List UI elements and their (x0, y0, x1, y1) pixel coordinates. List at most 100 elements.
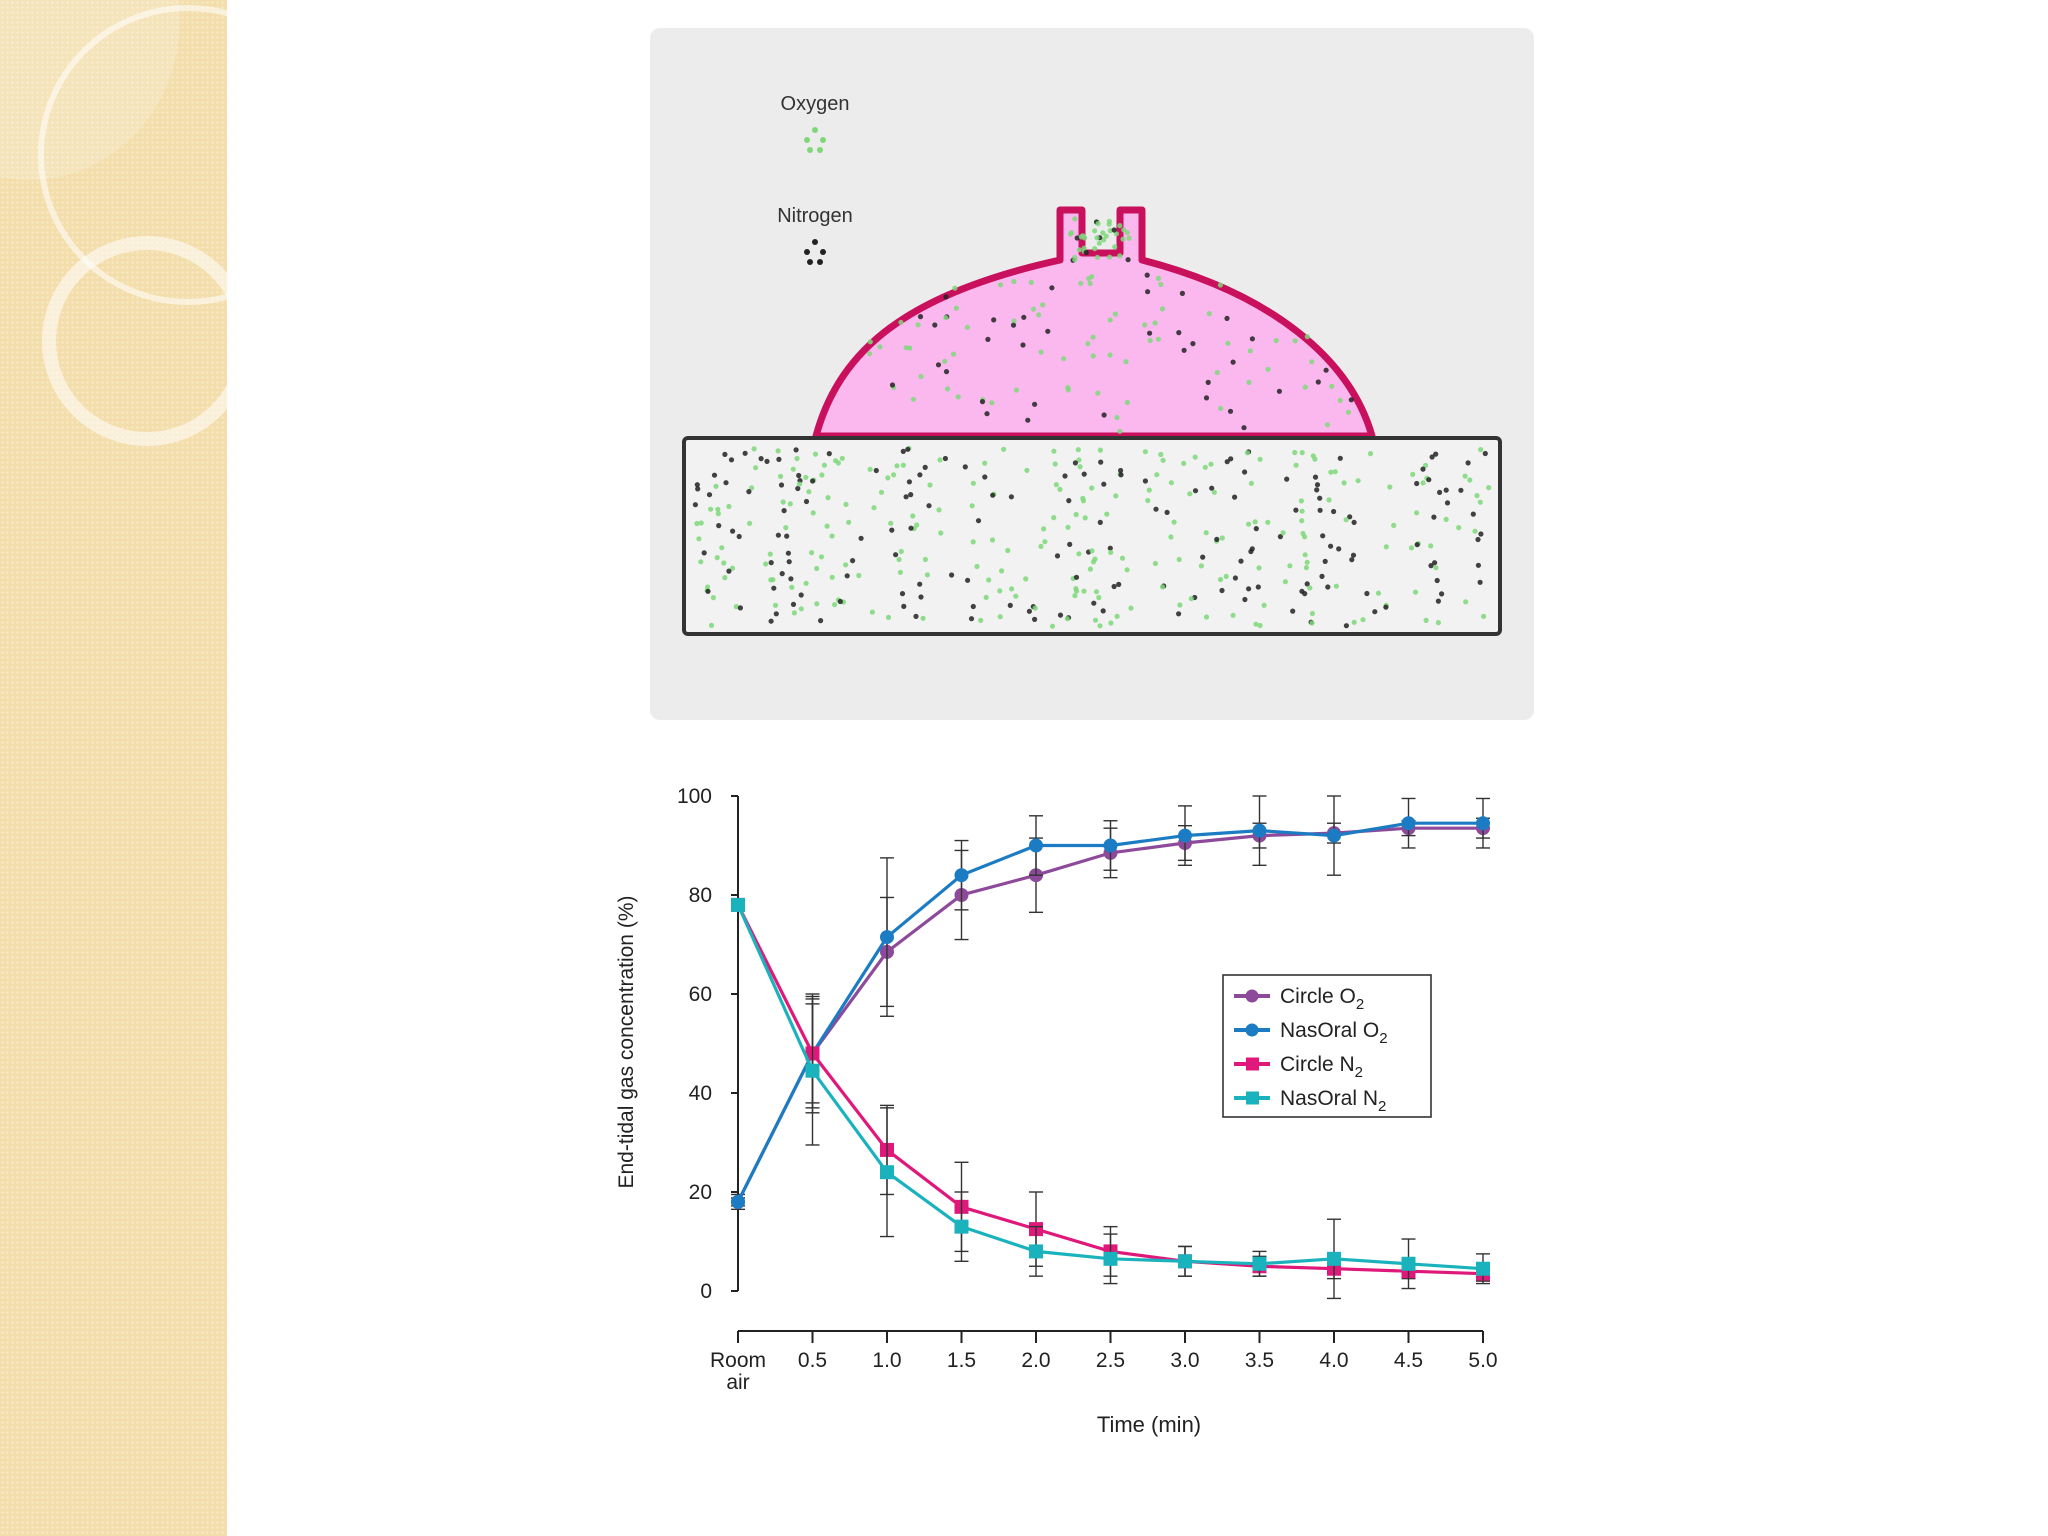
oxygen-particle (1092, 556, 1098, 562)
nitrogen-particle (900, 448, 906, 454)
oxygen-particle (1159, 306, 1165, 312)
nitrogen-particle (768, 618, 774, 624)
oxygen-particle (1114, 414, 1120, 421)
oxygen-particle (1351, 619, 1357, 625)
oxygen-particle (1261, 602, 1267, 608)
oxygen-particle (900, 462, 906, 468)
nitrogen-particle (943, 294, 949, 300)
oxygen-particle (922, 556, 928, 563)
oxygen-particle (1198, 563, 1204, 569)
nitrogen-particle (858, 535, 864, 541)
nitrogen-particle (758, 456, 764, 462)
oxygen-particle (1256, 565, 1262, 571)
oxygen-particle (1158, 281, 1164, 287)
oxygen-particle (1244, 450, 1250, 456)
nitrogen-particle (1465, 460, 1471, 466)
nitrogen-particle (1214, 536, 1220, 542)
oxygen-particle (898, 548, 904, 555)
mask-dome (812, 206, 1376, 440)
nitrogen-particle (917, 581, 923, 587)
oxygen-particle (1011, 318, 1017, 324)
oxygen-particle (843, 562, 849, 568)
oxygen-particle (891, 472, 897, 478)
nitrogen-particle (1228, 456, 1234, 462)
oxygen-dot (807, 147, 813, 153)
oxygen-particle (1391, 522, 1397, 528)
oxygen-particle (726, 503, 732, 510)
oxygen-particle (1072, 593, 1078, 599)
nitrogen-particle (1304, 581, 1310, 587)
nitrogen-particle (1054, 553, 1061, 559)
nitrogen-particle (1153, 506, 1159, 512)
oxygen-particle (867, 466, 873, 472)
oxygen-particle (936, 507, 942, 513)
nitrogen-particle (1032, 616, 1038, 623)
oxygen-particle (1341, 480, 1347, 486)
nitrogen-particle (1200, 554, 1206, 560)
nitrogen-particle (1322, 558, 1328, 565)
oxygen-particle (903, 345, 909, 351)
data-point (1327, 828, 1341, 843)
oxygen-particle (1478, 447, 1484, 453)
nitrogen-particle (826, 451, 832, 457)
oxygen-particle (789, 584, 795, 590)
nitrogen-particle (903, 494, 909, 500)
decorative-sidebar (0, 0, 227, 1536)
oxygen-particle (1246, 521, 1252, 527)
oxygen-particle (1257, 456, 1263, 462)
oxygen-particle (803, 580, 809, 586)
nitrogen-particle (837, 598, 843, 605)
oxygen-particle (999, 568, 1005, 574)
data-point (1476, 1261, 1490, 1276)
y-tick-label: 60 (689, 983, 712, 1006)
nitrogen-particle (901, 603, 907, 610)
nitrogen-particle (1072, 460, 1078, 466)
oxygen-particle (1086, 276, 1092, 282)
legend-swatch-marker (1245, 1023, 1259, 1037)
nitrogen-particle (1349, 557, 1355, 563)
nitrogen-particle (982, 474, 988, 480)
oxygen-particle (942, 358, 948, 364)
nitrogen-particle (889, 382, 896, 388)
oxygen-particle (1287, 563, 1293, 569)
nitrogen-particle (1176, 330, 1182, 336)
nitrogen-particle (1008, 494, 1014, 500)
oxygen-particle (1280, 530, 1286, 536)
nitrogen-particle (803, 498, 810, 505)
oxygen-particle (698, 559, 704, 565)
oxygen-particle (1155, 336, 1161, 342)
nitrogen-particle (1320, 533, 1326, 539)
oxygen-particle (1273, 338, 1279, 344)
oxygen-particle (1108, 549, 1114, 556)
nitrogen-particle (1074, 235, 1080, 241)
nitrogen-particle (1062, 473, 1068, 479)
oxygen-particle (1463, 599, 1469, 605)
oxygen-particle (997, 588, 1003, 594)
oxygen-particle (952, 285, 958, 291)
oxygen-particle (888, 520, 894, 526)
oxygen-particle (1326, 497, 1332, 503)
nitrogen-particle (1142, 478, 1148, 484)
oxygen-particle (1089, 485, 1095, 491)
nitrogen-particle (1277, 534, 1283, 540)
oxygen-particle (749, 485, 755, 491)
oxygen-particle (1456, 525, 1462, 531)
oxygen-particle (1428, 543, 1434, 549)
oxygen-particle (974, 563, 980, 570)
y-tick-label: 80 (689, 884, 712, 907)
nitrogen-particle (785, 550, 791, 556)
oxygen-particle (1292, 449, 1298, 456)
oxygen-particle (964, 324, 970, 330)
legend-oxygen-label: Oxygen (781, 93, 850, 115)
oxygen-particle (1040, 302, 1046, 308)
oxygen-particle (1117, 428, 1123, 434)
oxygen-particle (1360, 617, 1366, 623)
oxygen-particle (910, 513, 916, 519)
oxygen-particle (1090, 353, 1096, 359)
oxygen-particle (1206, 311, 1212, 317)
oxygen-particle (898, 319, 904, 325)
oxygen-particle (696, 536, 702, 542)
diagram-legend: Oxygen Nitrogen (777, 93, 853, 265)
nitrogen-particle (1351, 519, 1357, 525)
